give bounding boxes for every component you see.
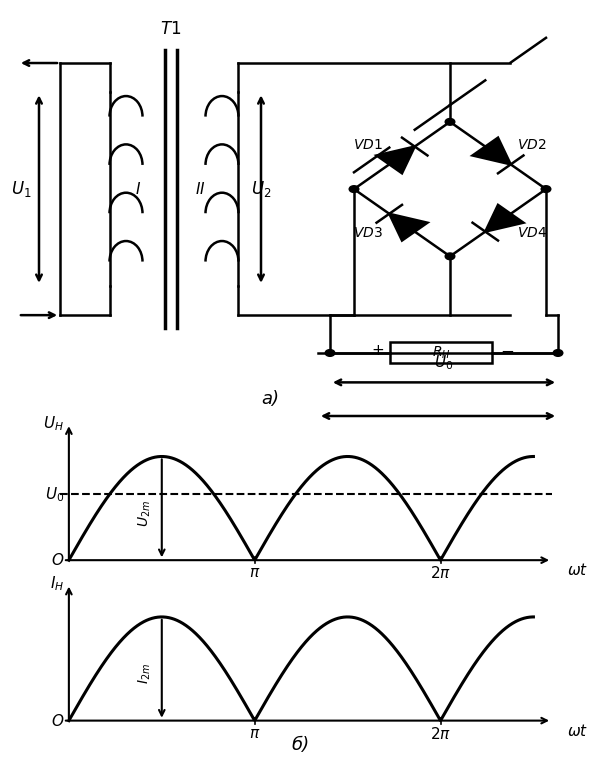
Circle shape [445, 118, 455, 125]
Text: $-$: $-$ [500, 342, 514, 360]
Text: $T1$: $T1$ [160, 21, 182, 38]
Text: $I$: $I$ [135, 181, 141, 197]
Text: $\omega t$: $\omega t$ [567, 562, 588, 578]
Text: $U_1$: $U_1$ [11, 179, 31, 199]
Text: $VD4$: $VD4$ [517, 226, 547, 240]
Text: $O$: $O$ [51, 713, 64, 729]
Text: $+$: $+$ [371, 343, 385, 358]
Text: $I_H$: $I_H$ [50, 575, 64, 593]
Circle shape [325, 350, 335, 356]
Text: $R_H$: $R_H$ [431, 345, 451, 361]
Text: $I_{2m}$: $I_{2m}$ [137, 663, 153, 685]
Circle shape [541, 186, 551, 193]
Text: $\pi$: $\pi$ [249, 726, 260, 741]
Polygon shape [377, 147, 415, 173]
Text: $2\pi$: $2\pi$ [430, 565, 451, 581]
Text: $U_{2m}$: $U_{2m}$ [137, 500, 153, 527]
Circle shape [349, 186, 359, 193]
Polygon shape [485, 205, 523, 231]
Text: $U_H$: $U_H$ [434, 420, 454, 439]
Text: а): а) [261, 390, 279, 408]
FancyBboxPatch shape [390, 342, 492, 364]
Text: $U_0$: $U_0$ [434, 353, 454, 372]
Text: $VD1$: $VD1$ [353, 138, 383, 152]
Text: $VD3$: $VD3$ [353, 226, 383, 240]
Text: б): б) [291, 736, 309, 754]
Circle shape [553, 350, 563, 356]
Text: $VD2$: $VD2$ [517, 138, 547, 152]
Text: $U_0$: $U_0$ [45, 485, 64, 503]
Text: $U_2$: $U_2$ [251, 179, 271, 199]
Text: $\pi$: $\pi$ [249, 565, 260, 581]
Polygon shape [389, 214, 427, 241]
Text: $II$: $II$ [195, 181, 206, 197]
Text: $\omega t$: $\omega t$ [567, 723, 588, 739]
Text: $U_H$: $U_H$ [43, 414, 64, 432]
Text: $2\pi$: $2\pi$ [430, 726, 451, 742]
Polygon shape [473, 138, 511, 164]
Text: $O$: $O$ [51, 552, 64, 568]
Circle shape [445, 253, 455, 260]
